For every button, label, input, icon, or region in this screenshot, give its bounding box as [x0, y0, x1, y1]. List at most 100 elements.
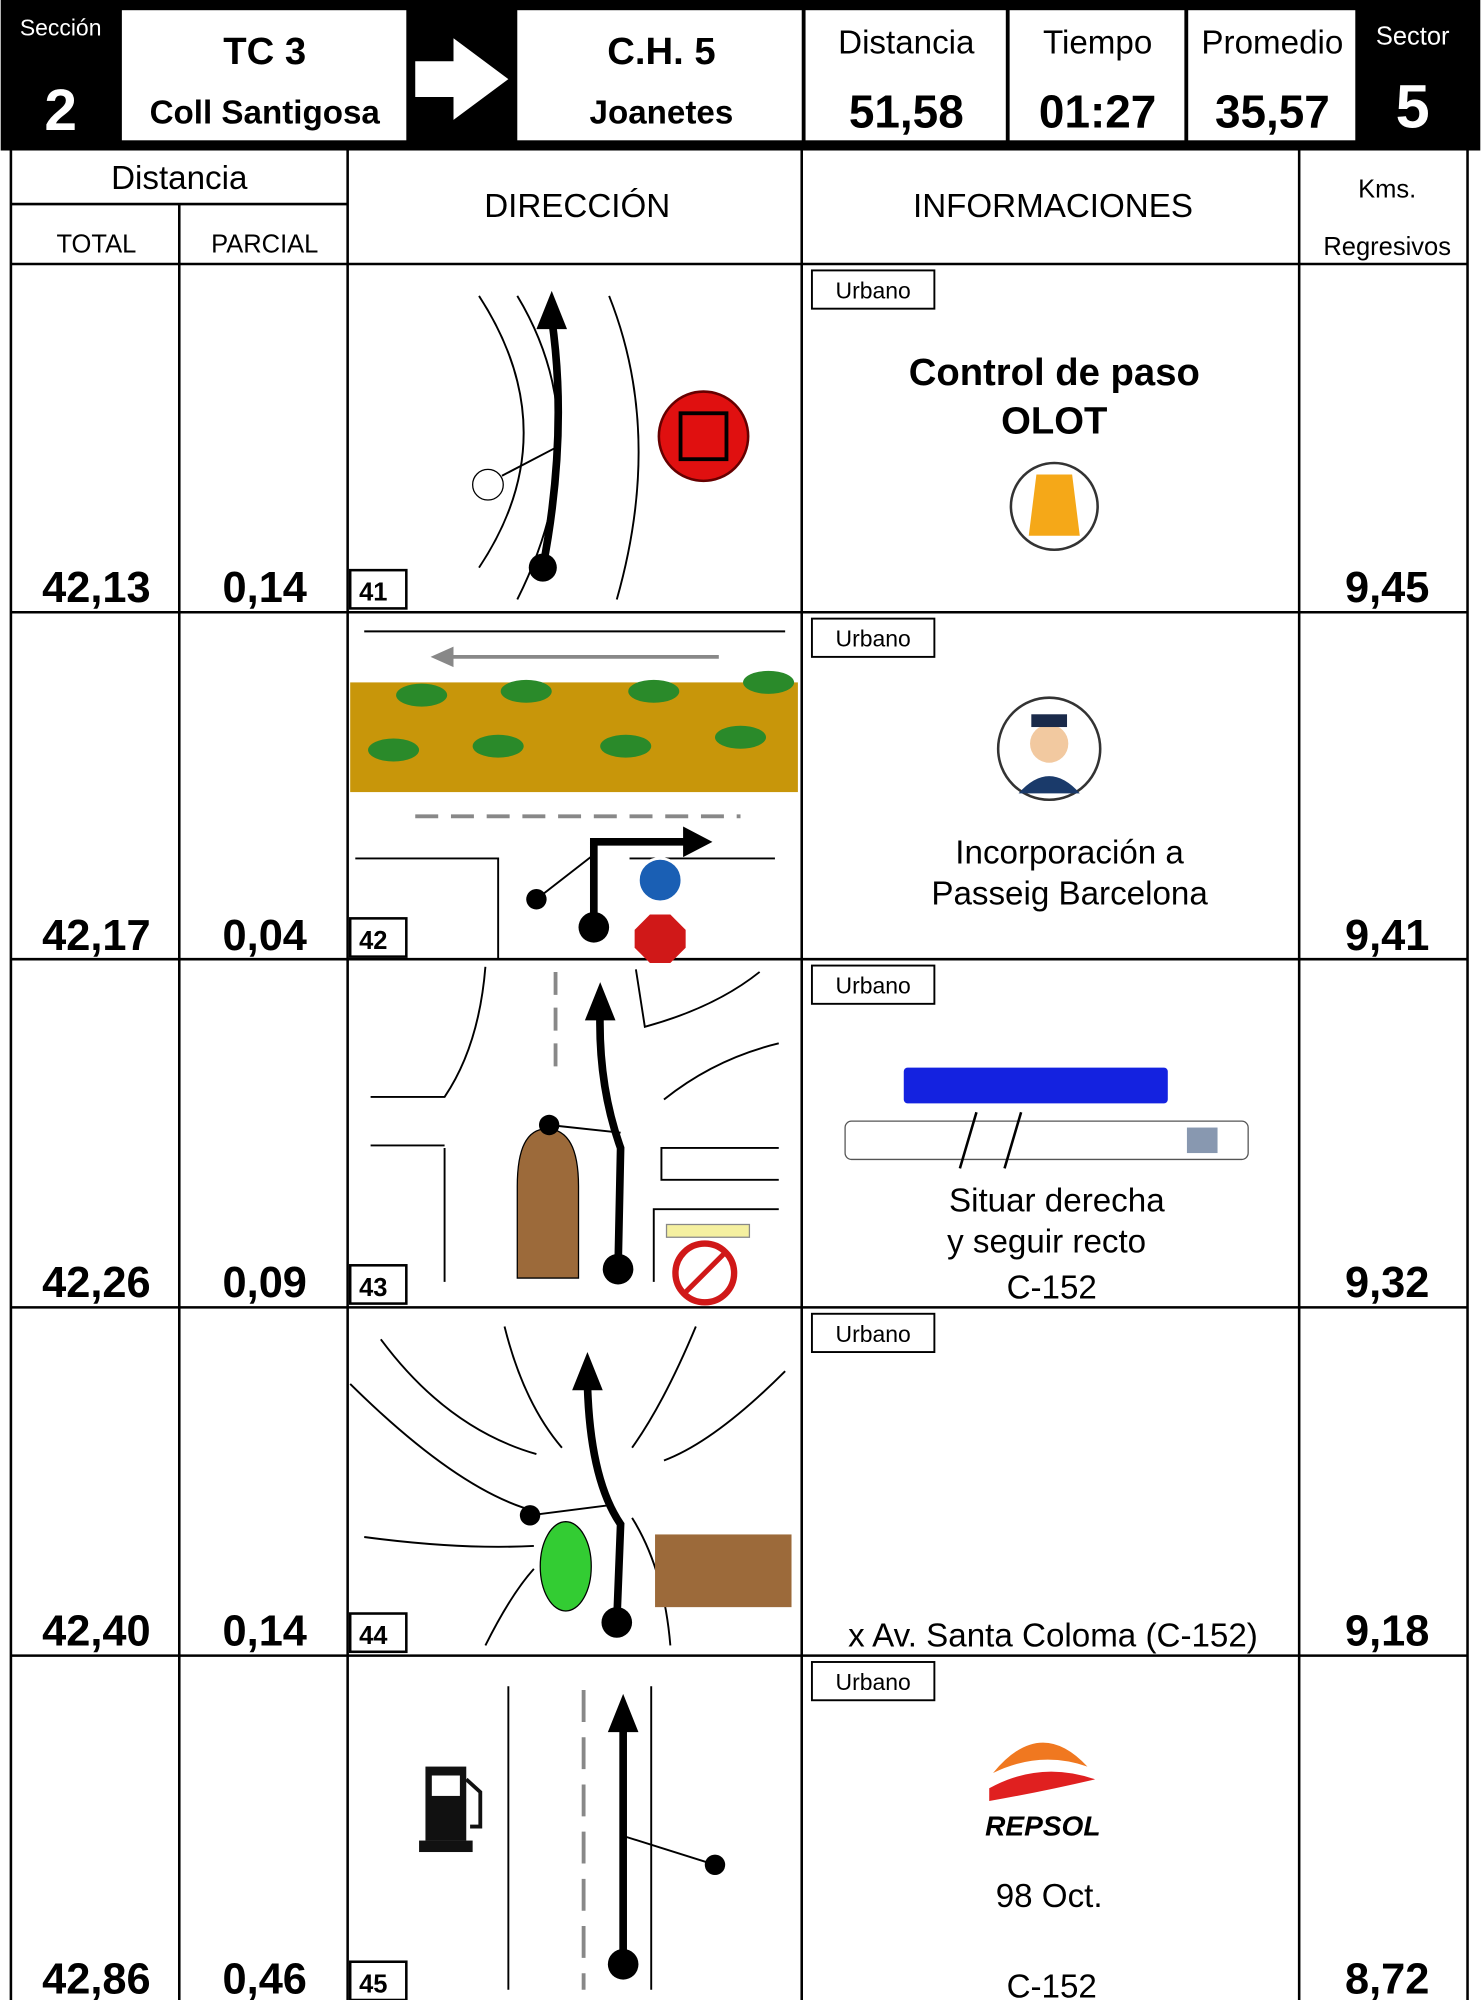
label: INFORMACIONES [913, 188, 1193, 225]
drawing-part [396, 683, 448, 707]
drawing-part [484, 1568, 535, 1646]
tulip-44 [349, 1326, 792, 1646]
drawing-part [529, 1504, 611, 1517]
drawing-part [472, 468, 504, 501]
drawing-part [501, 445, 559, 477]
total: 42,17 [42, 912, 151, 960]
drawing-part [660, 1147, 779, 1181]
drawing-part [539, 318, 563, 569]
drawing-part [536, 290, 568, 330]
drawing-part [538, 1114, 560, 1136]
info-text: REPSOL [985, 1810, 1100, 1841]
parcial: 0,09 [223, 1259, 307, 1307]
info-text: Situar derecha [949, 1183, 1165, 1220]
number-box [348, 1960, 408, 2000]
drawing-part [844, 1120, 1249, 1161]
drawing-part [663, 1370, 786, 1462]
drawing-part [683, 826, 713, 858]
drawing-part [584, 982, 616, 1021]
total: 42,40 [42, 1607, 151, 1655]
drawing-part [631, 1326, 697, 1449]
drawing-part [572, 1352, 603, 1391]
drawing-part [503, 1326, 563, 1449]
drawing-part [516, 1128, 580, 1279]
drawing-part [431, 1775, 460, 1796]
tulip-43 [370, 966, 1249, 1306]
drawing-part [665, 1223, 751, 1238]
drawing-part [370, 966, 487, 1098]
drawing-part [528, 553, 557, 582]
label: Coll Santigosa [150, 95, 381, 132]
drawing-part [519, 1505, 541, 1526]
tulip-41 [472, 290, 1099, 600]
kms: 9,41 [1345, 912, 1429, 960]
kms: 9,32 [1345, 1259, 1429, 1307]
drawing-part [958, 1111, 978, 1169]
label: Tiempo [1043, 25, 1152, 62]
dest-box [517, 10, 802, 141]
zone-box [810, 269, 936, 310]
number-box [348, 917, 408, 958]
zone-box [810, 964, 936, 1005]
zone: Urbano [836, 1669, 911, 1695]
zone: Urbano [836, 626, 911, 652]
label: Sección [20, 15, 102, 41]
info-text: C-152 [1007, 1968, 1097, 2000]
label: Joanetes [590, 95, 734, 132]
number: 42 [359, 927, 387, 955]
drawing-part [380, 1338, 537, 1456]
kms: 9,18 [1345, 1607, 1429, 1655]
parcial: 0,14 [223, 564, 307, 612]
drawing-part [349, 1383, 537, 1513]
drawing-part [625, 1835, 716, 1866]
label: Kms. [1358, 176, 1416, 204]
drawing-part [472, 734, 524, 758]
drawing-part [657, 390, 750, 483]
label: 2 [44, 78, 77, 143]
table-grid [9, 150, 1469, 2000]
drawing-part [683, 1252, 726, 1294]
drawing-part [607, 1948, 639, 1980]
label: 5 [1396, 73, 1430, 141]
drawing-part [355, 857, 500, 960]
drawing-part [419, 1840, 473, 1853]
info-text: Incorporación a [955, 835, 1184, 872]
drawing-part [578, 911, 610, 943]
info-text: Control de paso [909, 351, 1200, 394]
drawing-part [903, 1067, 1168, 1104]
drawing-part [1003, 1111, 1023, 1169]
drawing-part [989, 1771, 1096, 1802]
drawing-part [1018, 776, 1080, 794]
drawing-part [364, 1536, 534, 1548]
drawing-part [634, 914, 686, 964]
number-box [348, 568, 408, 610]
kms: 9,45 [1345, 564, 1429, 612]
drawing-part [704, 1854, 726, 1875]
drawing-part [500, 679, 552, 703]
label: Promedio [1201, 25, 1343, 62]
info-text: 98 Oct. [996, 1878, 1103, 1915]
info-text: C-152 [1007, 1269, 1097, 1306]
parcial: 0,14 [223, 1607, 307, 1655]
drawing-part [655, 1534, 792, 1608]
zone-box [810, 617, 936, 658]
drawing-part [1186, 1127, 1218, 1154]
drawing-part [535, 853, 595, 900]
label: 35,57 [1215, 86, 1330, 138]
label: DIRECCIÓN [484, 187, 670, 225]
info-text: OLOT [1001, 400, 1107, 443]
tulip-42 [350, 630, 1102, 964]
zone: Urbano [836, 973, 911, 999]
total: 42,26 [42, 1259, 151, 1307]
drawing-part [1030, 724, 1069, 763]
number: 43 [359, 1274, 387, 1302]
drawing-part [549, 1124, 621, 1134]
label: PARCIAL [211, 231, 318, 259]
info-text: Passeig Barcelona [931, 875, 1208, 912]
label: C.H. 5 [607, 30, 715, 73]
info-text: y seguir recto [947, 1224, 1146, 1261]
distance-box [805, 10, 1006, 141]
header-arrow [415, 38, 509, 120]
